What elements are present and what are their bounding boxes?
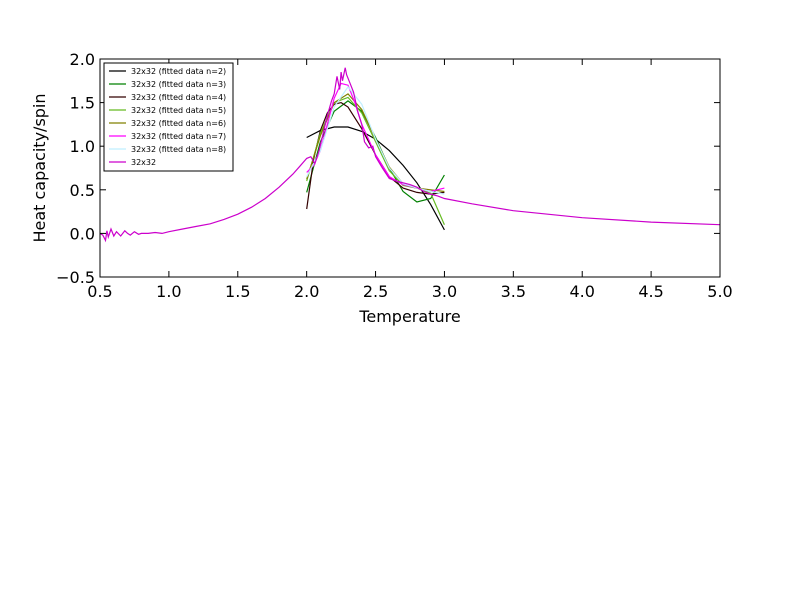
- series-line-3: [306, 101, 445, 210]
- x-tick-label: 3.5: [501, 282, 526, 301]
- legend-label: 32x32: [131, 158, 156, 167]
- x-axis-label: Temperature: [358, 307, 460, 326]
- series-line-7: [306, 85, 445, 195]
- y-axis: −0.5 0.0 0.5 1.0 1.5 2.0: [56, 50, 720, 287]
- legend-label: 32x32 (fitted data n=3): [131, 80, 226, 89]
- x-tick-label: 4.5: [638, 282, 663, 301]
- x-tick-label: 3.0: [432, 282, 457, 301]
- x-tick-label: 1.0: [156, 282, 181, 301]
- plot-frame: [99, 58, 721, 278]
- plot-area: [99, 58, 721, 278]
- legend-frame: [103, 62, 234, 172]
- legend-label: 32x32 (fitted data n=4): [131, 93, 226, 102]
- y-tick-label: −0.5: [56, 268, 95, 287]
- legend-label: 32x32 (fitted data n=8): [131, 145, 226, 154]
- x-axis: 0.5 1.0 1.5 2.0 2.5 3.0 3.5 4.0 4.5 5.0: [87, 59, 733, 301]
- legend-label: 32x32 (fitted data n=6): [131, 119, 226, 128]
- y-tick-label: 0.5: [70, 181, 95, 200]
- legend: 32x32 (fitted data n=2) 32x32 (fitted dat…: [103, 62, 234, 172]
- x-tick-label: 1.5: [225, 282, 250, 301]
- x-tick-label: 5.0: [707, 282, 732, 301]
- x-tick-label: 2.0: [294, 282, 319, 301]
- x-tick-label: 0.5: [87, 282, 112, 301]
- y-tick-label: 1.5: [70, 94, 95, 113]
- y-tick-label: 1.0: [70, 137, 95, 156]
- y-tick-label: 2.0: [70, 50, 95, 69]
- series-line-8: [100, 67, 720, 243]
- series-lines: [100, 67, 720, 243]
- legend-label: 32x32 (fitted data n=2): [131, 67, 226, 76]
- x-tick-label: 4.0: [569, 282, 594, 301]
- legend-label: 32x32 (fitted data n=5): [131, 106, 226, 115]
- y-tick-label: 0.0: [70, 224, 95, 243]
- legend-label: 32x32 (fitted data n=7): [131, 132, 226, 141]
- x-tick-label: 2.5: [363, 282, 388, 301]
- y-axis-label: Heat capacity/spin: [30, 93, 49, 242]
